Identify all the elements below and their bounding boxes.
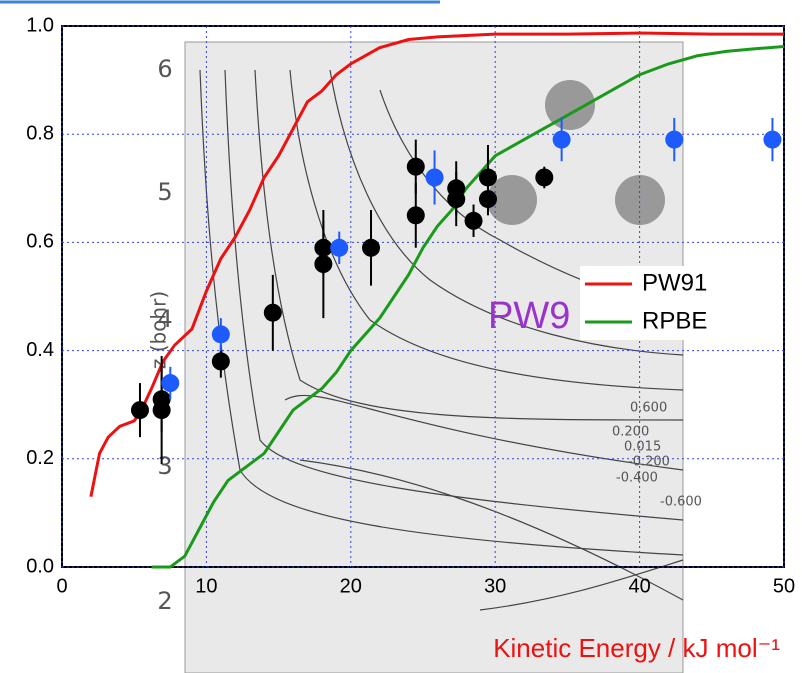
inset-tick: 2 xyxy=(157,587,172,615)
x-tick-label: 20 xyxy=(340,575,362,597)
point xyxy=(130,401,149,420)
contour-label: -0.400 xyxy=(616,471,658,486)
y-tick-label: 0.8 xyxy=(26,122,54,144)
point xyxy=(447,190,466,209)
point xyxy=(406,157,425,176)
contour-label: 0.600 xyxy=(630,401,667,416)
contour-label: -0.200 xyxy=(628,455,670,470)
point xyxy=(362,238,381,257)
point xyxy=(314,255,333,274)
inset-tick: 4 xyxy=(157,305,172,333)
point xyxy=(161,374,180,393)
inset-tick: 3 xyxy=(157,452,172,480)
y-tick-label: 1.0 xyxy=(26,14,54,36)
point xyxy=(763,130,782,149)
point xyxy=(263,303,282,322)
legend-label: PW91 xyxy=(642,269,707,296)
atom xyxy=(615,175,665,225)
y-tick-label: 0.4 xyxy=(26,339,54,361)
x-tick-label: 40 xyxy=(628,575,650,597)
point xyxy=(464,211,483,230)
inset-tick: 5 xyxy=(157,178,172,206)
legend-label: RPBE xyxy=(642,307,707,334)
legend-box xyxy=(580,266,780,340)
x-tick-label: 50 xyxy=(773,575,795,597)
y-tick-label: 0.2 xyxy=(26,447,54,469)
contour-label: 0.200 xyxy=(612,425,649,440)
point xyxy=(152,401,171,420)
y-tick-label: 0.6 xyxy=(26,231,54,253)
contour-label: 0.015 xyxy=(624,440,661,455)
point xyxy=(406,206,425,225)
line xyxy=(151,45,785,569)
atom xyxy=(545,80,595,130)
point xyxy=(552,130,571,149)
point xyxy=(478,190,497,209)
x-tick-label: 30 xyxy=(484,575,506,597)
x-tick-label: 0 xyxy=(56,575,67,597)
y-tick-label: 0.0 xyxy=(26,555,54,577)
point xyxy=(211,325,230,344)
x-axis-title: Kinetic Energy / kJ mol⁻¹ xyxy=(493,633,780,663)
point xyxy=(665,130,684,149)
point xyxy=(478,168,497,187)
annotation: PW9 xyxy=(488,295,570,337)
contour-label: -0.600 xyxy=(660,495,702,510)
point xyxy=(535,168,554,187)
x-tick-label: 10 xyxy=(195,575,217,597)
point xyxy=(425,168,444,187)
atom xyxy=(487,175,537,225)
inset-tick: 6 xyxy=(157,55,172,83)
point xyxy=(330,238,349,257)
point xyxy=(211,352,230,371)
